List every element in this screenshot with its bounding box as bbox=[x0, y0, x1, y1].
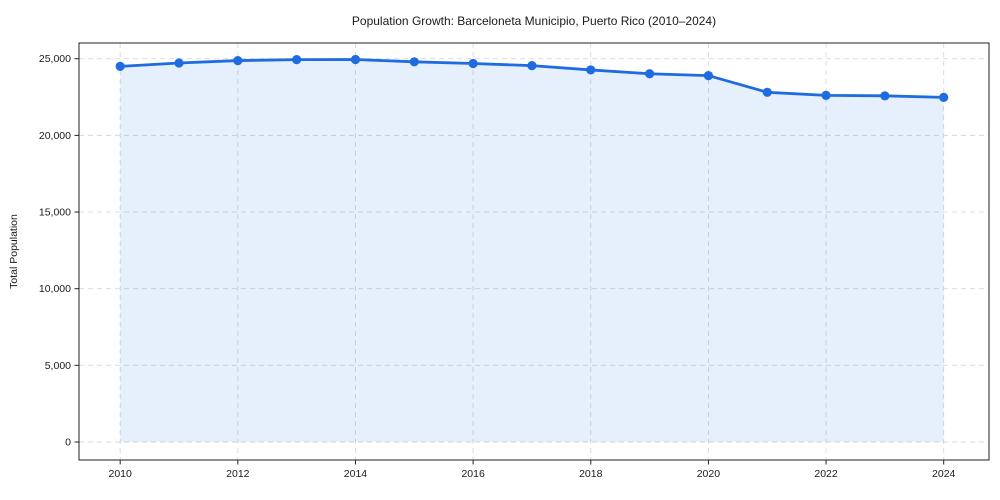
chart-title: Population Growth: Barceloneta Municipio… bbox=[352, 14, 716, 28]
x-axis-tick-label: 2016 bbox=[461, 468, 485, 480]
x-axis-tick-label: 2012 bbox=[226, 468, 250, 480]
x-axis-tick-label: 2018 bbox=[579, 468, 603, 480]
data-point-2017 bbox=[527, 61, 537, 71]
x-axis-tick-label: 2022 bbox=[814, 468, 838, 480]
data-point-2015 bbox=[409, 57, 419, 67]
data-point-2021 bbox=[762, 87, 772, 97]
data-point-2013 bbox=[292, 55, 302, 65]
y-axis-tick-label: 10,000 bbox=[39, 283, 71, 295]
data-point-2024 bbox=[939, 92, 949, 102]
data-point-2011 bbox=[174, 58, 184, 68]
data-point-2018 bbox=[586, 65, 596, 75]
data-point-2012 bbox=[233, 55, 243, 66]
data-point-2022 bbox=[821, 90, 831, 100]
data-point-2023 bbox=[880, 91, 890, 101]
data-point-2019 bbox=[644, 69, 655, 79]
data-point-2016 bbox=[468, 58, 478, 69]
y-axis-tick-label: 0 bbox=[65, 437, 71, 449]
x-axis-tick-label: 2020 bbox=[697, 468, 721, 480]
series-area-fill bbox=[120, 59, 944, 443]
axes-layer bbox=[74, 42, 990, 465]
x-axis-tick-label: 2014 bbox=[344, 468, 368, 480]
tick-labels-layer: 0 5,000 10,000 15,000 20,000 25,000 2010 2012 20… bbox=[39, 53, 956, 480]
data-point-2010 bbox=[115, 61, 125, 71]
y-axis-label: Total Population bbox=[8, 214, 20, 289]
y-axis-tick-label: 15,000 bbox=[39, 207, 71, 219]
y-axis-tick-label: 25,000 bbox=[39, 53, 71, 65]
x-axis-tick-label: 2024 bbox=[932, 468, 956, 480]
data-point-2014 bbox=[350, 54, 361, 65]
series-layer bbox=[115, 54, 949, 443]
data-point-2020 bbox=[703, 70, 714, 81]
plot-border bbox=[78, 42, 990, 461]
x-axis-tick-label: 2010 bbox=[108, 468, 132, 480]
gridlines-layer bbox=[79, 43, 989, 460]
y-axis-tick-label: 20,000 bbox=[39, 130, 71, 142]
y-axis-tick-label: 5,000 bbox=[45, 360, 71, 372]
